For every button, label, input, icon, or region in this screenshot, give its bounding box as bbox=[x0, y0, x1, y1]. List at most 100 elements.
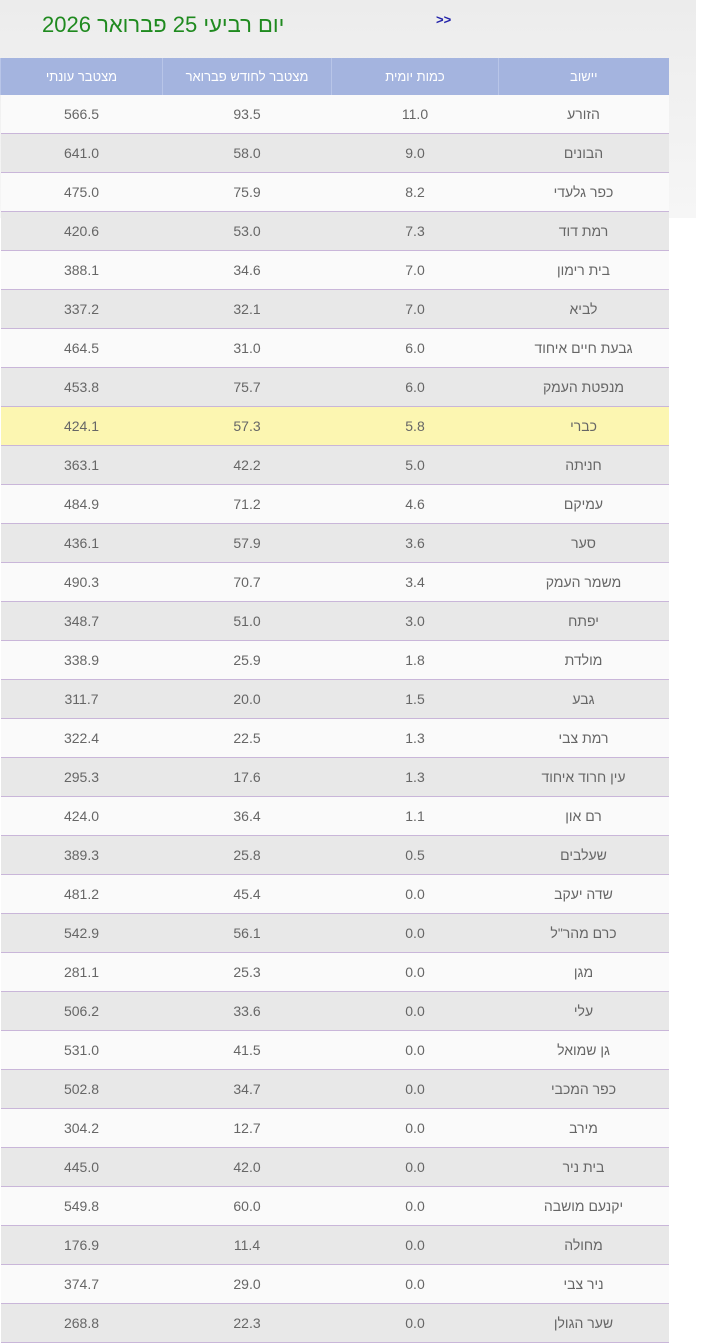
monthly-cell: 56.1 bbox=[162, 913, 332, 953]
daily-cell: 1.3 bbox=[331, 718, 499, 758]
daily-cell: 9.0 bbox=[331, 133, 499, 173]
seasonal-cell: 506.2 bbox=[0, 991, 163, 1031]
daily-cell: 1.1 bbox=[331, 796, 499, 836]
daily-cell: 0.0 bbox=[331, 1225, 499, 1265]
monthly-cell: 75.7 bbox=[162, 367, 332, 407]
monthly-cell: 34.6 bbox=[162, 250, 332, 290]
settlement-cell: חניתה bbox=[498, 445, 669, 485]
column-header-settlement[interactable]: יישוב bbox=[498, 58, 669, 95]
next-day-link[interactable]: >> bbox=[436, 12, 452, 27]
table-row[interactable]: סער 3.6 57.9 436.1 bbox=[0, 523, 669, 563]
table-row[interactable]: הבונים 9.0 58.0 641.0 bbox=[0, 133, 669, 173]
monthly-cell: 34.7 bbox=[162, 1069, 332, 1109]
table-row[interactable]: מגן 0.0 25.3 281.1 bbox=[0, 952, 669, 992]
table-row[interactable]: לביא 7.0 32.1 337.2 bbox=[0, 289, 669, 329]
seasonal-cell: 348.7 bbox=[0, 601, 163, 641]
table-row[interactable]: רם און 1.1 36.4 424.0 bbox=[0, 796, 669, 836]
settlement-cell: רם און bbox=[498, 796, 669, 836]
settlement-cell: מירב bbox=[498, 1108, 669, 1148]
table-row[interactable]: ניר צבי 0.0 29.0 374.7 bbox=[0, 1264, 669, 1304]
settlement-cell: בית ניר bbox=[498, 1147, 669, 1187]
table-row[interactable]: שער הגולן 0.0 22.3 268.8 bbox=[0, 1303, 669, 1343]
settlement-cell: כפר המכבי bbox=[498, 1069, 669, 1109]
monthly-cell: 45.4 bbox=[162, 874, 332, 914]
daily-cell: 0.0 bbox=[331, 1186, 499, 1226]
seasonal-cell: 363.1 bbox=[0, 445, 163, 485]
table-row[interactable]: משמר העמק 3.4 70.7 490.3 bbox=[0, 562, 669, 602]
table-row[interactable]: רמת צבי 1.3 22.5 322.4 bbox=[0, 718, 669, 758]
daily-cell: 0.0 bbox=[331, 1069, 499, 1109]
table-row[interactable]: כברי 5.8 57.3 424.1 bbox=[0, 406, 669, 446]
table-row[interactable]: מחולה 0.0 11.4 176.9 bbox=[0, 1225, 669, 1265]
daily-cell: 3.0 bbox=[331, 601, 499, 641]
settlement-cell: שדה יעקב bbox=[498, 874, 669, 914]
table-row[interactable]: חניתה 5.0 42.2 363.1 bbox=[0, 445, 669, 485]
daily-cell: 0.0 bbox=[331, 1147, 499, 1187]
monthly-cell: 71.2 bbox=[162, 484, 332, 524]
settlement-cell: כרם מהר"ל bbox=[498, 913, 669, 953]
table-row[interactable]: עין חרוד איחוד 1.3 17.6 295.3 bbox=[0, 757, 669, 797]
seasonal-cell: 176.9 bbox=[0, 1225, 163, 1265]
monthly-cell: 51.0 bbox=[162, 601, 332, 641]
monthly-cell: 53.0 bbox=[162, 211, 332, 251]
table-row[interactable]: בית ניר 0.0 42.0 445.0 bbox=[0, 1147, 669, 1187]
monthly-cell: 58.0 bbox=[162, 133, 332, 173]
monthly-cell: 11.4 bbox=[162, 1225, 332, 1265]
table-row[interactable]: הזורע 11.0 93.5 566.5 bbox=[0, 95, 669, 134]
table-row[interactable]: מולדת 1.8 25.9 338.9 bbox=[0, 640, 669, 680]
table-row[interactable]: רמת דוד 7.3 53.0 420.6 bbox=[0, 211, 669, 251]
table-row[interactable]: כפר גלעדי 8.2 75.9 475.0 bbox=[0, 172, 669, 212]
daily-cell: 5.0 bbox=[331, 445, 499, 485]
daily-cell: 0.0 bbox=[331, 952, 499, 992]
monthly-cell: 12.7 bbox=[162, 1108, 332, 1148]
monthly-cell: 22.5 bbox=[162, 718, 332, 758]
daily-cell: 0.0 bbox=[331, 991, 499, 1031]
settlement-cell: מחולה bbox=[498, 1225, 669, 1265]
seasonal-cell: 549.8 bbox=[0, 1186, 163, 1226]
table-row[interactable]: יקנעם מושבה 0.0 60.0 549.8 bbox=[0, 1186, 669, 1226]
table-row[interactable]: מירב 0.0 12.7 304.2 bbox=[0, 1108, 669, 1148]
table-row[interactable]: מנפטת העמק 6.0 75.7 453.8 bbox=[0, 367, 669, 407]
column-header-monthly[interactable]: מצטבר לחודש פברואר bbox=[162, 58, 332, 95]
column-header-seasonal[interactable]: מצטבר עונתי bbox=[0, 58, 163, 95]
daily-cell: 7.0 bbox=[331, 289, 499, 329]
table-row[interactable]: גבעת חיים איחוד 6.0 31.0 464.5 bbox=[0, 328, 669, 368]
table-row[interactable]: עלי 0.0 33.6 506.2 bbox=[0, 991, 669, 1031]
settlement-cell: סער bbox=[498, 523, 669, 563]
monthly-cell: 25.9 bbox=[162, 640, 332, 680]
settlement-cell: משמר העמק bbox=[498, 562, 669, 602]
settlement-cell: ניר צבי bbox=[498, 1264, 669, 1304]
monthly-cell: 41.5 bbox=[162, 1030, 332, 1070]
monthly-cell: 20.0 bbox=[162, 679, 332, 719]
daily-cell: 1.8 bbox=[331, 640, 499, 680]
seasonal-cell: 337.2 bbox=[0, 289, 163, 329]
daily-cell: 0.5 bbox=[331, 835, 499, 875]
seasonal-cell: 374.7 bbox=[0, 1264, 163, 1304]
settlement-cell: כברי bbox=[498, 406, 669, 446]
seasonal-cell: 641.0 bbox=[0, 133, 163, 173]
seasonal-cell: 436.1 bbox=[0, 523, 163, 563]
settlement-cell: מגן bbox=[498, 952, 669, 992]
table-row[interactable]: גן שמואל 0.0 41.5 531.0 bbox=[0, 1030, 669, 1070]
table-row[interactable]: כרם מהר"ל 0.0 56.1 542.9 bbox=[0, 913, 669, 953]
settlement-cell: לביא bbox=[498, 289, 669, 329]
table-row[interactable]: גבע 1.5 20.0 311.7 bbox=[0, 679, 669, 719]
seasonal-cell: 311.7 bbox=[0, 679, 163, 719]
rainfall-table: יישוב כמות יומית מצטבר לחודש פברואר מצטב… bbox=[0, 58, 669, 1343]
seasonal-cell: 464.5 bbox=[0, 328, 163, 368]
table-row[interactable]: שדה יעקב 0.0 45.4 481.2 bbox=[0, 874, 669, 914]
daily-cell: 6.0 bbox=[331, 367, 499, 407]
monthly-cell: 36.4 bbox=[162, 796, 332, 836]
page-title: יום רביעי 25 פברואר 2026 bbox=[42, 12, 285, 37]
table-row[interactable]: עמיקם 4.6 71.2 484.9 bbox=[0, 484, 669, 524]
table-row[interactable]: שעלבים 0.5 25.8 389.3 bbox=[0, 835, 669, 875]
table-row[interactable]: כפר המכבי 0.0 34.7 502.8 bbox=[0, 1069, 669, 1109]
settlement-cell: בית רימון bbox=[498, 250, 669, 290]
table-row[interactable]: יפתח 3.0 51.0 348.7 bbox=[0, 601, 669, 641]
daily-cell: 7.0 bbox=[331, 250, 499, 290]
table-row[interactable]: בית רימון 7.0 34.6 388.1 bbox=[0, 250, 669, 290]
seasonal-cell: 389.3 bbox=[0, 835, 163, 875]
column-header-daily[interactable]: כמות יומית bbox=[331, 58, 499, 95]
settlement-cell: רמת דוד bbox=[498, 211, 669, 251]
seasonal-cell: 484.9 bbox=[0, 484, 163, 524]
